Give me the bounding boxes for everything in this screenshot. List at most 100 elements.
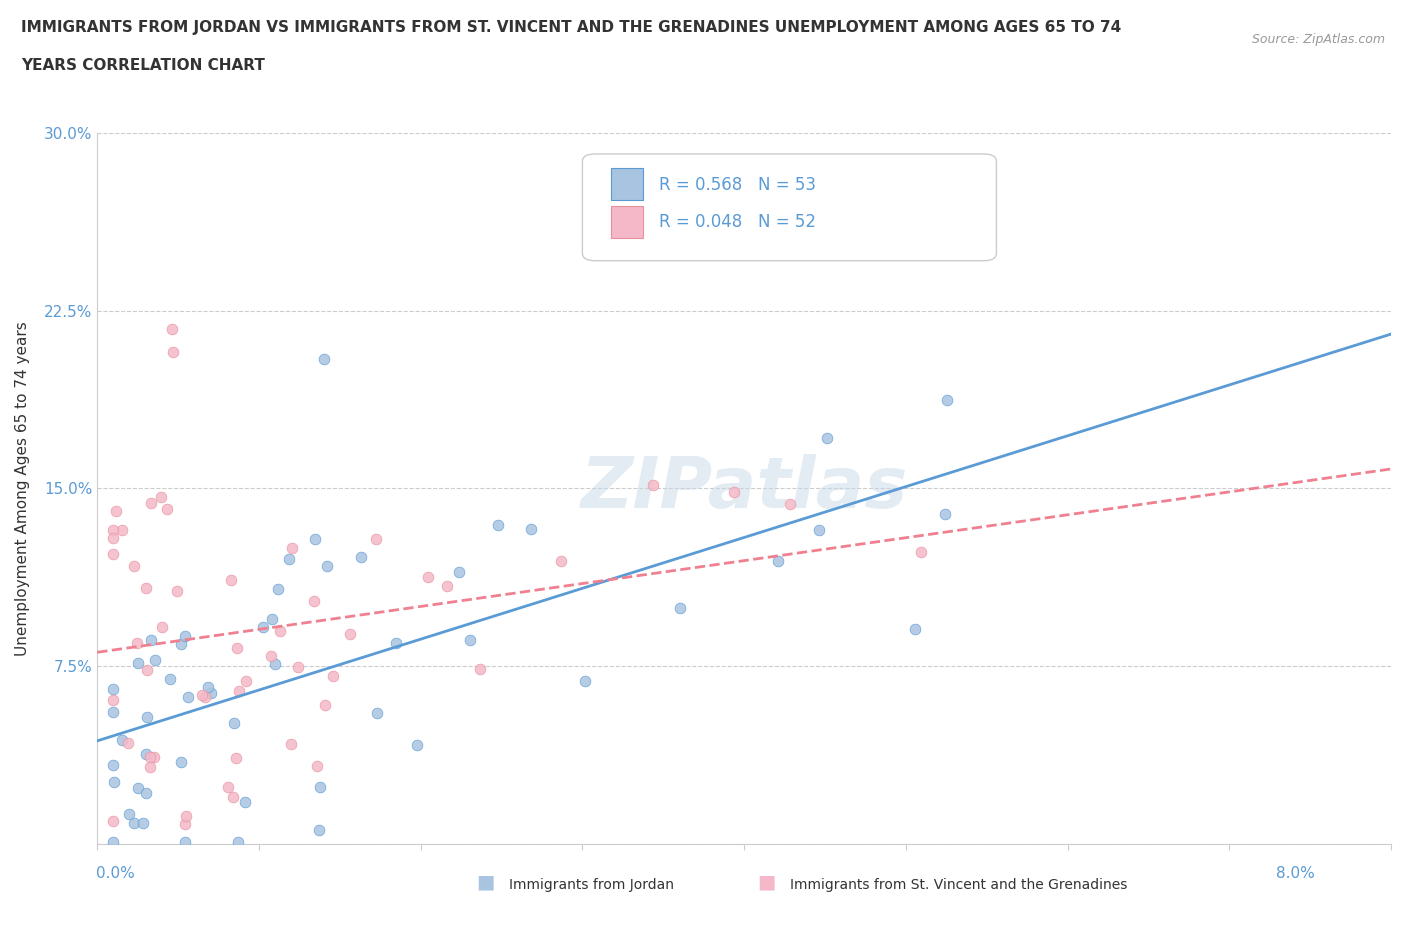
Point — [135, 580, 157, 595]
Point — [139, 496, 162, 511]
Point — [302, 594, 325, 609]
Point — [766, 553, 789, 568]
Point — [519, 522, 541, 537]
Point — [217, 779, 239, 794]
Point — [287, 659, 309, 674]
Point — [309, 779, 332, 794]
Text: Immigrants from St. Vincent and the Grenadines: Immigrants from St. Vincent and the Gren… — [790, 878, 1128, 892]
Point — [162, 345, 184, 360]
Point — [142, 750, 165, 764]
Point — [222, 790, 245, 804]
Point — [103, 834, 125, 849]
Point — [131, 816, 153, 830]
Point — [449, 565, 471, 580]
Text: 0.0%: 0.0% — [96, 866, 135, 881]
Point — [103, 775, 125, 790]
Point — [135, 710, 157, 724]
Point — [436, 578, 458, 593]
Point — [135, 786, 157, 801]
Point — [136, 663, 159, 678]
Point — [550, 554, 572, 569]
Point — [150, 619, 173, 634]
Point — [278, 551, 301, 566]
Point — [574, 673, 596, 688]
Point — [111, 733, 134, 748]
Point — [264, 657, 287, 671]
Point — [104, 503, 127, 518]
Point — [280, 736, 302, 751]
Point — [200, 685, 222, 700]
Point — [117, 736, 139, 751]
Point — [460, 632, 482, 647]
Y-axis label: Unemployment Among Ages 65 to 74 years: Unemployment Among Ages 65 to 74 years — [15, 321, 30, 656]
Bar — [610, 168, 643, 200]
Point — [305, 759, 328, 774]
Point — [156, 502, 179, 517]
Point — [910, 545, 932, 560]
Point — [385, 636, 408, 651]
Text: IMMIGRANTS FROM JORDAN VS IMMIGRANTS FROM ST. VINCENT AND THE GRENADINES UNEMPLO: IMMIGRANTS FROM JORDAN VS IMMIGRANTS FRO… — [21, 20, 1122, 35]
Point — [174, 834, 197, 849]
Point — [103, 814, 125, 829]
Point — [159, 671, 181, 686]
Point — [315, 558, 337, 573]
Point — [122, 816, 145, 830]
Point — [405, 738, 427, 753]
Point — [127, 635, 149, 650]
Point — [103, 693, 125, 708]
Point — [141, 632, 163, 647]
Text: R = 0.048   N = 52: R = 0.048 N = 52 — [659, 213, 815, 232]
Point — [139, 750, 162, 764]
Point — [103, 682, 125, 697]
Point — [641, 478, 664, 493]
Point — [486, 518, 509, 533]
Point — [262, 612, 284, 627]
Point — [779, 497, 801, 512]
Text: ZIPatlas: ZIPatlas — [581, 454, 908, 523]
Point — [103, 531, 125, 546]
Point — [225, 640, 247, 655]
Point — [339, 627, 361, 642]
Text: ■: ■ — [756, 872, 776, 891]
Point — [103, 705, 125, 720]
Point — [228, 684, 250, 698]
Point — [314, 352, 336, 366]
Point — [322, 669, 344, 684]
FancyBboxPatch shape — [582, 154, 997, 260]
Point — [197, 679, 219, 694]
Point — [350, 550, 373, 565]
Point — [416, 569, 439, 584]
Point — [124, 559, 146, 574]
Point — [224, 716, 246, 731]
Point — [233, 794, 256, 809]
Point — [174, 817, 197, 831]
Point — [174, 629, 197, 644]
Point — [260, 649, 283, 664]
Point — [936, 392, 959, 407]
Text: Source: ZipAtlas.com: Source: ZipAtlas.com — [1251, 33, 1385, 46]
Point — [807, 523, 830, 538]
Text: YEARS CORRELATION CHART: YEARS CORRELATION CHART — [21, 58, 264, 73]
Point — [364, 532, 387, 547]
Point — [225, 751, 247, 765]
Point — [174, 808, 197, 823]
Text: ■: ■ — [475, 872, 495, 891]
Point — [468, 661, 491, 676]
Point — [103, 546, 125, 561]
Point — [149, 489, 172, 504]
Point — [194, 689, 217, 704]
Point — [162, 322, 184, 337]
Point — [308, 823, 330, 838]
Point — [139, 760, 162, 775]
Point — [817, 431, 839, 445]
Point — [269, 624, 291, 639]
Text: Immigrants from Jordan: Immigrants from Jordan — [509, 878, 673, 892]
Point — [127, 780, 149, 795]
Point — [191, 688, 214, 703]
Point — [314, 698, 336, 712]
Point — [668, 601, 690, 616]
Point — [219, 572, 242, 587]
Point — [252, 619, 274, 634]
Point — [118, 807, 141, 822]
Point — [143, 652, 166, 667]
